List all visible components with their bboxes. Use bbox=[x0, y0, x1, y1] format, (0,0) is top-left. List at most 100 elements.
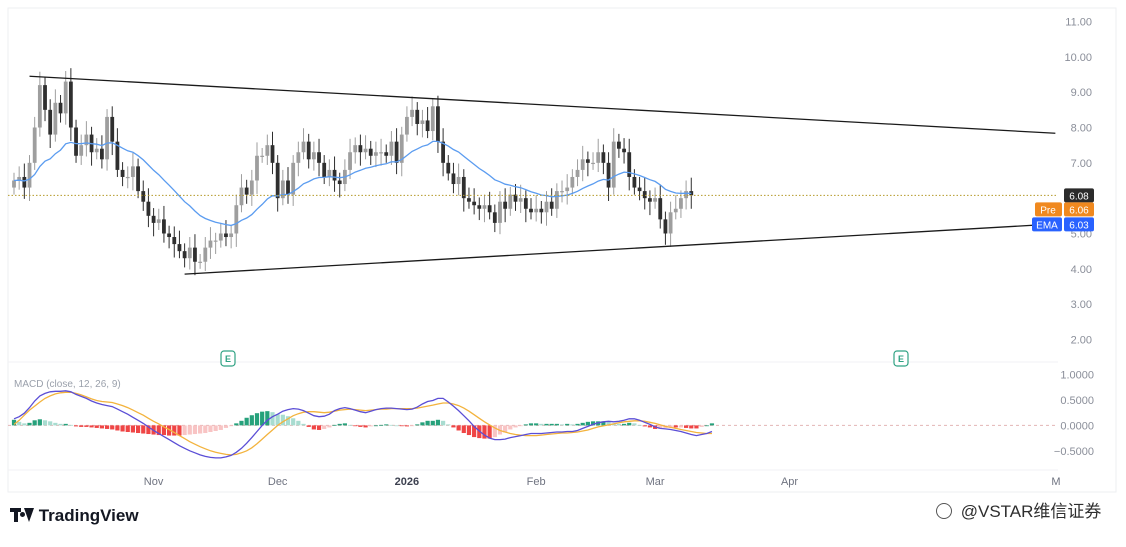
time-axis-label-nov: Nov bbox=[144, 476, 164, 488]
candle-body bbox=[84, 134, 89, 146]
candle-body bbox=[182, 251, 187, 259]
price-axis-tick-2: 9.00 bbox=[1071, 87, 1092, 99]
candle bbox=[523, 190, 528, 223]
macd-axis-tick-0: 1.0000 bbox=[1060, 370, 1094, 382]
macd-hist-bar bbox=[311, 425, 316, 430]
candle-body bbox=[105, 116, 109, 160]
candle-body bbox=[374, 152, 378, 156]
macd-hist-bar bbox=[42, 420, 48, 426]
macd-hist-bar bbox=[239, 420, 244, 426]
price-axis-tick-0: 11.00 bbox=[1065, 17, 1092, 29]
candle bbox=[585, 151, 590, 177]
candle bbox=[415, 102, 420, 136]
candle-body bbox=[275, 162, 280, 199]
candle-body bbox=[601, 152, 606, 163]
earnings-marker-box bbox=[220, 350, 236, 367]
candle-body bbox=[218, 233, 223, 241]
candle bbox=[498, 191, 502, 235]
earnings-marker-icon[interactable]: E bbox=[220, 350, 236, 367]
time-axis-label-2026: 2026 bbox=[395, 476, 419, 488]
last-price-badge bbox=[1064, 188, 1094, 203]
candle-body bbox=[523, 198, 528, 209]
candle-body bbox=[125, 176, 130, 179]
candle bbox=[467, 187, 471, 209]
macd-hist-bar bbox=[68, 424, 73, 426]
macd-hist-bar bbox=[389, 424, 394, 426]
macd-hist-bar bbox=[146, 425, 151, 435]
macd-hist-bar bbox=[89, 425, 94, 428]
candle-body bbox=[43, 85, 47, 110]
candle bbox=[622, 138, 626, 164]
candle-body bbox=[12, 180, 16, 188]
candle-body bbox=[322, 162, 327, 177]
candle-body bbox=[679, 198, 683, 209]
watermark: @VSTAR维信证券 bbox=[936, 497, 1101, 522]
candle-body bbox=[146, 201, 151, 216]
macd-hist-bar bbox=[58, 423, 63, 426]
candle-body bbox=[441, 141, 446, 163]
earnings-marker-icon[interactable]: E bbox=[893, 350, 909, 367]
candle bbox=[596, 138, 601, 173]
candle-body bbox=[410, 109, 414, 117]
macd-hist-bar bbox=[223, 425, 229, 428]
candle-body bbox=[296, 152, 301, 163]
ema-tag-badge bbox=[1032, 217, 1062, 232]
candle-body bbox=[482, 205, 487, 209]
candle-body bbox=[492, 212, 497, 223]
macd-hist-bar bbox=[554, 423, 559, 426]
macd-hist-bar bbox=[358, 425, 363, 427]
macd-hist-bar bbox=[585, 421, 590, 426]
candle-body bbox=[363, 148, 368, 153]
chart-frame bbox=[7, 7, 1117, 493]
candle-body bbox=[529, 208, 533, 213]
macd-hist-bar bbox=[161, 425, 167, 436]
candle-body bbox=[653, 198, 657, 202]
candle-body bbox=[213, 240, 218, 242]
candle-body bbox=[668, 212, 673, 234]
candle bbox=[637, 176, 642, 201]
candle bbox=[575, 159, 580, 187]
macd-hist-bar bbox=[167, 425, 172, 436]
macd-hist-bar bbox=[601, 421, 606, 426]
candle bbox=[332, 156, 337, 192]
macd-hist-bar bbox=[456, 425, 461, 431]
candle bbox=[570, 169, 575, 195]
wechat-icon bbox=[936, 503, 952, 519]
macd-hist-bar bbox=[466, 425, 472, 436]
time-axis-label-mar: Mar bbox=[646, 476, 665, 488]
price-axis-tick-1: 10.00 bbox=[1064, 52, 1092, 64]
candle-body bbox=[301, 141, 306, 153]
candle-body bbox=[37, 85, 42, 128]
candle bbox=[348, 138, 352, 180]
candle bbox=[270, 131, 275, 175]
watermark-text: @VSTAR维信证券 bbox=[960, 502, 1102, 521]
candle-body bbox=[498, 201, 502, 223]
macd-signal-line bbox=[13, 391, 712, 456]
macd-hist-bar bbox=[446, 424, 451, 426]
macd-hist-bar bbox=[115, 425, 120, 431]
candle-body bbox=[270, 145, 275, 163]
macd-hist-bar bbox=[249, 415, 254, 426]
candle-body bbox=[198, 261, 203, 263]
candle bbox=[265, 134, 270, 165]
tradingview-logo[interactable]: TradingView bbox=[10, 506, 139, 526]
candle bbox=[518, 184, 523, 213]
price-axis-tick-4: 7.00 bbox=[1071, 158, 1092, 170]
macd-hist-bar bbox=[430, 420, 435, 426]
candle bbox=[187, 237, 192, 270]
macd-hist-bar bbox=[104, 425, 110, 429]
candle bbox=[48, 99, 53, 148]
time-axis-label-feb: Feb bbox=[527, 476, 546, 488]
macd-hist-bar bbox=[544, 423, 549, 426]
macd-hist-bar bbox=[503, 425, 508, 433]
candle-body bbox=[591, 162, 595, 165]
macd-hist-bar bbox=[694, 425, 699, 429]
macd-hist-bar bbox=[322, 425, 327, 429]
candle-body bbox=[317, 152, 321, 163]
candle bbox=[342, 159, 347, 192]
candle bbox=[679, 190, 683, 218]
candle bbox=[327, 159, 332, 187]
candle bbox=[249, 169, 254, 206]
macd-hist-bar bbox=[203, 425, 208, 434]
